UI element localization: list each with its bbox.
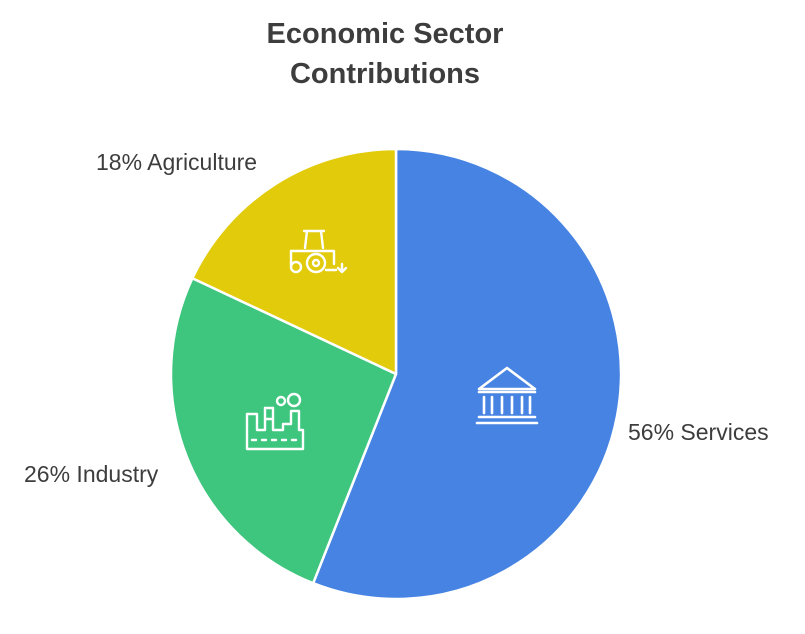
pie-slices <box>169 147 623 601</box>
chart-title: Economic Sector Contributions <box>0 14 770 94</box>
tractor-icon <box>289 229 348 274</box>
chart-title-line-2: Contributions <box>289 58 481 90</box>
chart-title-line-1: Economic Sector <box>266 18 504 50</box>
slice-label-agriculture: 18% Agriculture <box>96 149 257 175</box>
factory-icon <box>245 392 305 451</box>
slice-label-industry: 26% Industry <box>24 461 159 487</box>
pie-slice-services <box>311 147 623 601</box>
slice-label-services: 56% Services <box>628 419 769 445</box>
slice-labels: 56% Services 26% Industry 18% Agricultur… <box>24 149 769 487</box>
bank-icon <box>475 366 539 425</box>
